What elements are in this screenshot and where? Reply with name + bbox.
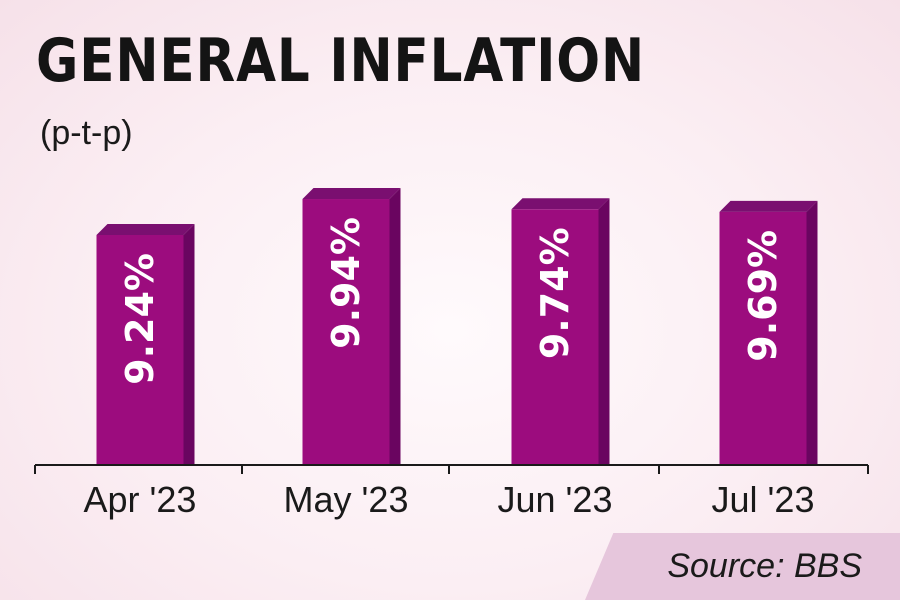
bar-side xyxy=(806,200,818,465)
data-label: 9.94% xyxy=(324,217,368,349)
bar xyxy=(719,211,807,465)
bar-side xyxy=(183,224,195,465)
bar-group: 9.74% xyxy=(511,198,610,466)
bar-side xyxy=(598,198,610,466)
bar-side xyxy=(389,188,401,465)
bar xyxy=(96,235,184,465)
bar-group: 9.69% xyxy=(719,200,818,465)
data-label: 9.24% xyxy=(118,253,162,385)
source-label: Source: BBS xyxy=(667,547,862,585)
bar-group: 9.24% xyxy=(96,224,195,465)
bar-top xyxy=(511,198,610,210)
x-tick-label: May '23 xyxy=(284,479,409,520)
bar-top xyxy=(96,224,195,235)
bar-group: 9.94% xyxy=(302,188,401,465)
chart-subtitle: (p-t-p) xyxy=(40,114,133,152)
x-tick-label: Jul '23 xyxy=(712,479,815,520)
bar-top xyxy=(719,200,818,212)
bar-top xyxy=(302,188,401,200)
bar xyxy=(511,209,599,465)
chart-title: GENERAL INFLATION xyxy=(36,26,646,96)
data-label: 9.69% xyxy=(741,230,785,362)
x-tick-label: Jun '23 xyxy=(498,479,613,520)
data-label: 9.74% xyxy=(533,227,577,359)
bar xyxy=(302,199,390,465)
x-tick-label: Apr '23 xyxy=(84,479,197,520)
source-box xyxy=(585,533,900,600)
